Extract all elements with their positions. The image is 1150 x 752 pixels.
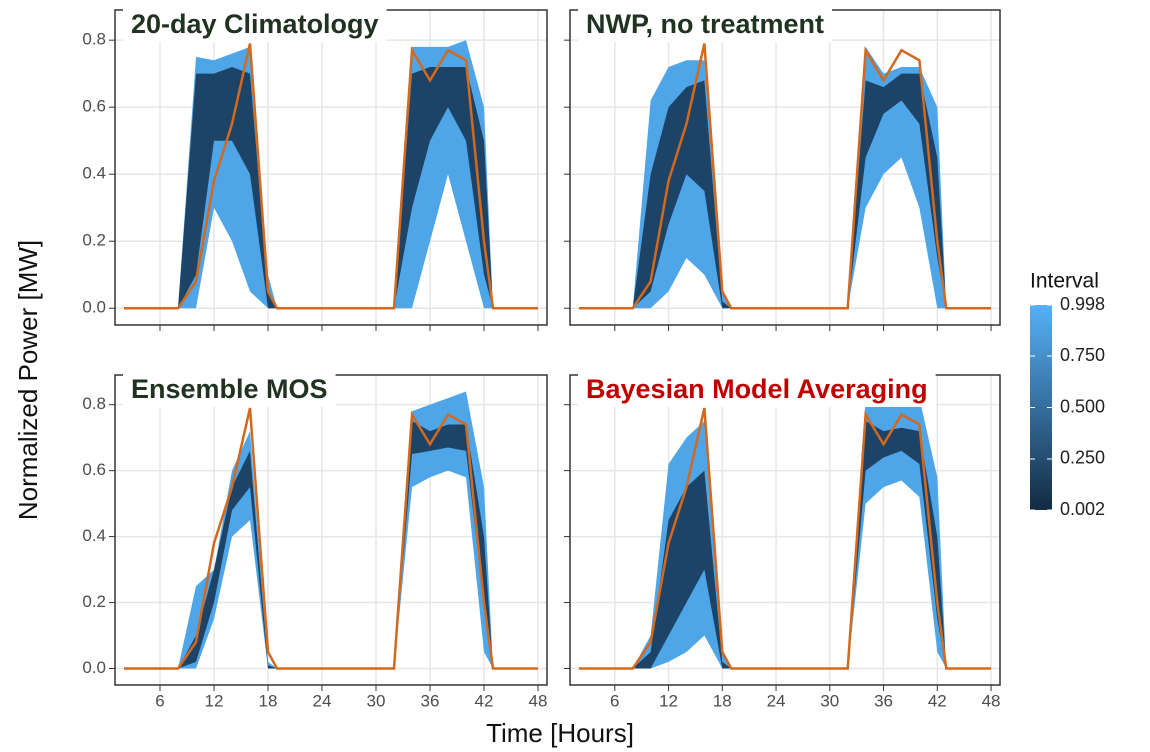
y-tick-label: 0.8 — [82, 30, 106, 49]
y-tick-label: 0.4 — [82, 526, 106, 545]
x-tick-label: 48 — [529, 691, 548, 710]
interval-band — [124, 391, 538, 669]
x-tick-label: 42 — [475, 691, 494, 710]
observed-line — [124, 43, 538, 310]
y-tick-label: 0.0 — [82, 298, 106, 317]
x-tick-label: 12 — [659, 691, 678, 710]
x-tick-label: 6 — [610, 691, 619, 710]
x-tick-label: 42 — [928, 691, 947, 710]
colorbar — [1030, 305, 1052, 510]
panel-title-box — [578, 371, 936, 407]
legend-tick-label: 0.002 — [1060, 499, 1105, 519]
x-tick-label: 36 — [874, 691, 893, 710]
x-tick-label: 24 — [313, 691, 332, 710]
x-tick-label: 18 — [259, 691, 278, 710]
y-tick-label: 0.8 — [82, 394, 106, 413]
panel-title: 20-day Climatology — [131, 9, 379, 39]
observed-line — [124, 407, 538, 670]
y-tick-label: 0.0 — [82, 658, 106, 677]
y-axis-title: Normalized Power [MW] — [13, 240, 43, 520]
x-tick-label: 48 — [982, 691, 1001, 710]
x-axis-title: Time [Hours] — [486, 718, 634, 748]
y-tick-label: 0.6 — [82, 460, 106, 479]
panel-title: NWP, no treatment — [586, 9, 824, 39]
legend-tick-label: 0.250 — [1060, 448, 1105, 468]
x-tick-label: 30 — [367, 691, 386, 710]
x-tick-label: 12 — [205, 691, 224, 710]
panel-title: Bayesian Model Averaging — [586, 374, 928, 404]
panel-title-box — [123, 371, 336, 407]
y-tick-label: 0.2 — [82, 231, 106, 250]
observed-line — [578, 43, 992, 310]
x-tick-label: 24 — [767, 691, 786, 710]
legend-tick-label: 0.998 — [1060, 294, 1105, 314]
interval-band — [578, 421, 992, 669]
observed-line — [578, 407, 992, 670]
y-tick-label: 0.2 — [82, 592, 106, 611]
legend-tick-label: 0.500 — [1060, 396, 1105, 416]
panel-title-box — [123, 6, 387, 42]
legend-tick-label: 0.750 — [1060, 345, 1105, 365]
interval-band — [124, 66, 538, 309]
y-tick-label: 0.6 — [82, 97, 106, 116]
interval-band — [578, 73, 992, 309]
x-tick-label: 18 — [713, 691, 732, 710]
x-tick-label: 30 — [820, 691, 839, 710]
y-tick-label: 0.4 — [82, 164, 106, 183]
x-tick-label: 36 — [421, 691, 440, 710]
panel-title: Ensemble MOS — [131, 374, 328, 404]
legend-title: Interval — [1030, 270, 1099, 293]
x-tick-label: 6 — [155, 691, 164, 710]
panel-title-box — [578, 6, 833, 42]
